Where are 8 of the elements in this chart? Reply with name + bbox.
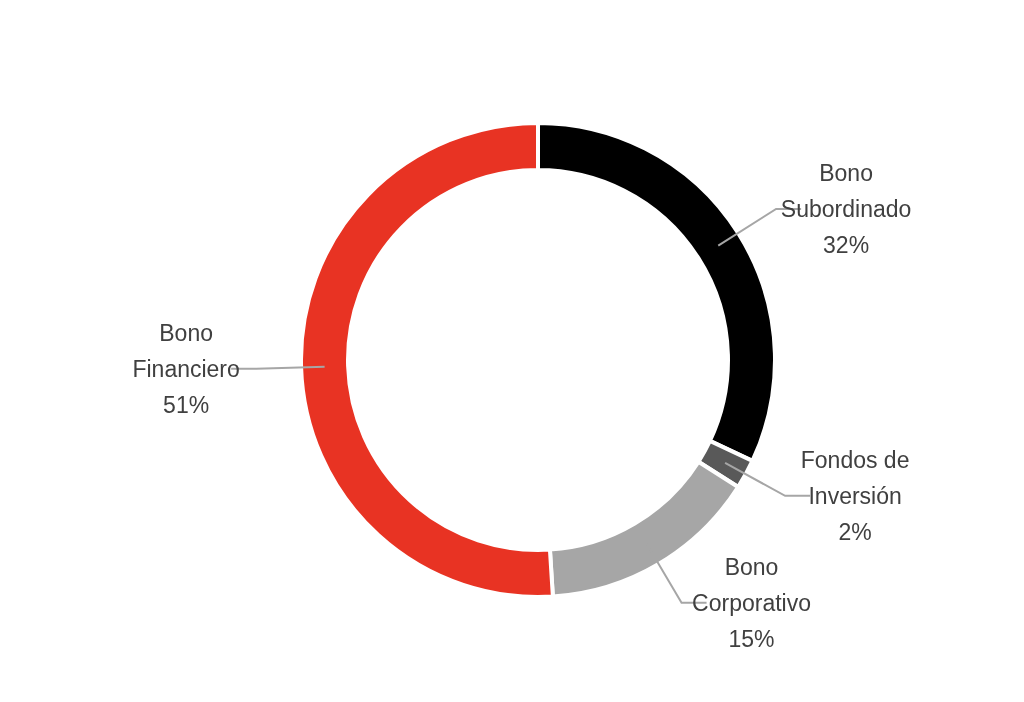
slice-label: Bono Financiero	[132, 319, 240, 382]
data-label: 15%	[728, 625, 775, 652]
data-label: 32%	[823, 231, 870, 258]
slice-label: Bono Subordinado	[780, 159, 912, 222]
data-label: 2%	[838, 518, 872, 545]
slice-label: Bono Corporativo	[692, 553, 811, 616]
data-label: 51%	[163, 391, 210, 418]
slice-label: Fondos de Inversión	[800, 446, 910, 509]
